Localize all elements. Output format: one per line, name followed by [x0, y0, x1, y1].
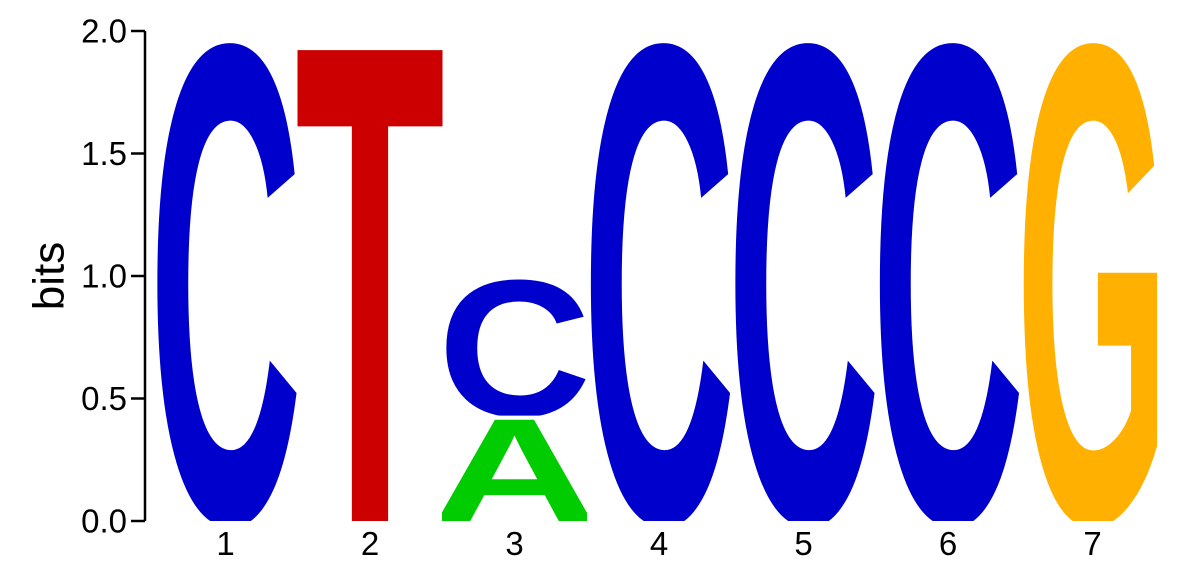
logo-letter-glyph: C: [582, 0, 736, 565]
logo-letter-C: C: [727, 0, 881, 565]
logo-letter-glyph: C: [149, 0, 303, 565]
logo-letter-glyph: C: [727, 0, 881, 565]
logo-letter-A: A: [431, 388, 597, 552]
y-tick-label: 2.0: [81, 13, 127, 50]
y-tick-label: 1.5: [81, 135, 127, 172]
logo-letter-glyph: C: [438, 240, 592, 458]
x-axis-ticks: 1 2 3 4 5 6 7: [216, 525, 1101, 562]
logo-letter-glyph: T: [293, 0, 447, 565]
logo-letter-C: C: [871, 0, 1025, 565]
logo-letter-T: T: [293, 0, 447, 565]
y-tick-label: 1.0: [81, 258, 127, 295]
x-tick-label: 4: [650, 525, 668, 562]
x-tick-label: 6: [939, 525, 957, 562]
y-tick-label: 0.5: [81, 380, 127, 417]
y-tick-label: 0.0: [81, 503, 127, 540]
x-tick-label: 1: [216, 525, 234, 562]
x-tick-label: 5: [794, 525, 812, 562]
logo-letter-C: C: [438, 240, 592, 458]
x-tick-label: 2: [361, 525, 379, 562]
logo-letter-C: C: [149, 0, 303, 565]
logo-letter-G: G: [1016, 0, 1170, 565]
y-axis-ticks: 0.0 0.5 1.0 1.5 2.0: [81, 13, 145, 540]
logo-letter-glyph: A: [431, 388, 597, 552]
logo-letter-C: C: [582, 0, 736, 565]
logo-letter-glyph: C: [871, 0, 1025, 565]
x-tick-label: 3: [505, 525, 523, 562]
logo-letter-glyph: G: [1016, 0, 1170, 565]
x-tick-label: 7: [1083, 525, 1101, 562]
y-axis-label: bits: [25, 242, 74, 310]
